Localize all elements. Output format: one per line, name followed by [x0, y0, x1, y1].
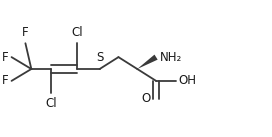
Text: OH: OH — [179, 74, 197, 87]
Text: S: S — [96, 51, 103, 64]
Text: O: O — [141, 92, 150, 105]
Text: NH₂: NH₂ — [160, 51, 182, 64]
Text: Cl: Cl — [45, 97, 57, 110]
Text: Cl: Cl — [71, 26, 83, 39]
Text: F: F — [2, 51, 9, 64]
Polygon shape — [137, 55, 158, 69]
Text: F: F — [22, 26, 29, 39]
Text: F: F — [2, 74, 9, 87]
